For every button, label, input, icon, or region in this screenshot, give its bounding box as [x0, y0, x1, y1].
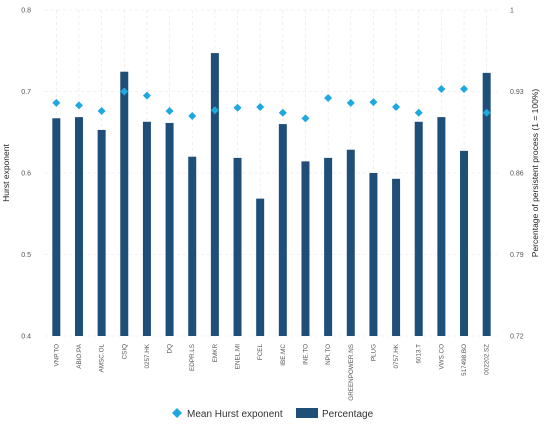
y-tick-label-right: 0.79 — [510, 252, 524, 259]
x-tick-label: EMKR — [212, 344, 219, 363]
x-tick-label: CSIQ — [121, 344, 128, 359]
y-axis-right-title: Percentage of persistent process (1 = 10… — [530, 89, 540, 258]
y-axis-left-title: Hurst exponent — [1, 144, 11, 202]
x-tick-label: GREENPOWER.NS — [348, 344, 355, 401]
bar-VWS.CO — [437, 117, 446, 336]
x-tick-label: DQ — [167, 344, 174, 354]
y-tick-label-right: 0.86 — [510, 171, 524, 178]
gridlines — [45, 9, 498, 337]
x-tick-label: FCEL — [257, 344, 264, 361]
bar-CSIQ — [120, 71, 129, 336]
point-EMKR — [210, 106, 219, 115]
bar-ENEL.MI — [233, 157, 242, 336]
point-AMSC.OL — [97, 107, 106, 116]
point-NPI.TO — [324, 94, 333, 103]
point-EDPR.LS — [188, 111, 197, 120]
point-INE.TO — [301, 114, 310, 123]
point-IBE.MC — [278, 108, 287, 117]
point-VWS.CO — [437, 85, 446, 94]
y-axis-right-ticks: 0.72 0.79 0.86 0.93 1 — [510, 8, 524, 341]
bar-PLUG — [369, 173, 378, 336]
x-tick-label: PLUG — [370, 344, 377, 361]
y-tick-label-right: 0.93 — [510, 89, 524, 96]
point-FCEL — [256, 102, 265, 111]
point-0257.HK — [142, 91, 151, 100]
x-tick-label: EDPR.LS — [189, 344, 196, 371]
point-002202.SZ — [482, 108, 491, 117]
x-tick-label: VNP.TO — [53, 344, 60, 367]
point-ENEL.MI — [233, 103, 242, 112]
y-axis-left-ticks: 0.4 0.5 0.6 0.7 0.8 — [21, 8, 31, 341]
bar-ABIO.PA — [74, 117, 83, 336]
x-tick-label: 6013.T — [416, 344, 423, 364]
x-tick-label: 517498.BO — [461, 344, 468, 376]
point-0757.HK — [392, 102, 401, 111]
point-GREENPOWER.NS — [346, 98, 355, 107]
point-6013.T — [414, 108, 423, 117]
point-PLUG — [369, 98, 378, 107]
x-tick-label: 0257.HK — [144, 343, 151, 368]
point-CSIQ — [120, 87, 129, 96]
bar-0257.HK — [142, 121, 151, 337]
scatter-series — [52, 85, 491, 123]
bar-FCEL — [256, 198, 265, 336]
bar-0757.HK — [392, 178, 401, 336]
y-tick-label-left: 0.8 — [21, 8, 31, 15]
x-tick-label: NPI.TO — [325, 344, 332, 365]
bar-EDPR.LS — [188, 156, 197, 336]
x-axis-ticks: VNP.TO ABIO.PA AMSC.OL CSIQ 0257.HK DQ EDPR.LS… — [53, 343, 490, 400]
bar-6013.T — [414, 121, 423, 337]
legend-label-percentage: Percentage — [322, 409, 374, 420]
x-tick-label: 002202.SZ — [484, 344, 491, 375]
bar-AMSC.OL — [97, 129, 106, 336]
legend-marker-percentage — [296, 408, 318, 418]
y-tick-label-left: 0.7 — [21, 89, 31, 96]
bar-002202.SZ — [482, 72, 491, 336]
y-tick-label-left: 0.5 — [21, 252, 31, 259]
legend: Mean Hurst exponent Percentage — [172, 408, 374, 420]
bar-EMKR — [210, 53, 219, 336]
legend-marker-hurst — [172, 408, 182, 418]
bar-GREENPOWER.NS — [346, 149, 355, 336]
x-tick-label: IBE.MC — [280, 344, 287, 366]
y-tick-label-left: 0.6 — [21, 171, 31, 178]
bar-NPI.TO — [324, 157, 333, 336]
bar-VNP.TO — [52, 118, 61, 337]
bar-series — [52, 53, 491, 337]
point-517498.BO — [460, 85, 469, 94]
point-VNP.TO — [52, 98, 61, 107]
x-tick-label: 0757.HK — [393, 343, 400, 368]
y-tick-label-right: 0.72 — [510, 334, 524, 341]
bar-INE.TO — [301, 161, 310, 336]
x-tick-label: ENEL.MI — [235, 344, 242, 369]
y-tick-label-right: 1 — [510, 8, 514, 15]
bar-517498.BO — [460, 150, 469, 336]
bar-IBE.MC — [278, 124, 287, 336]
legend-label-hurst: Mean Hurst exponent — [187, 409, 283, 420]
x-tick-label: ABIO.PA — [76, 343, 83, 369]
bar-DQ — [165, 122, 174, 336]
point-ABIO.PA — [74, 101, 83, 110]
x-tick-label: INE.TO — [302, 344, 309, 365]
point-DQ — [165, 107, 174, 116]
x-tick-label: AMSC.OL — [99, 344, 106, 373]
x-tick-label: VWS.CO — [438, 344, 445, 370]
y-tick-label-left: 0.4 — [21, 334, 31, 341]
